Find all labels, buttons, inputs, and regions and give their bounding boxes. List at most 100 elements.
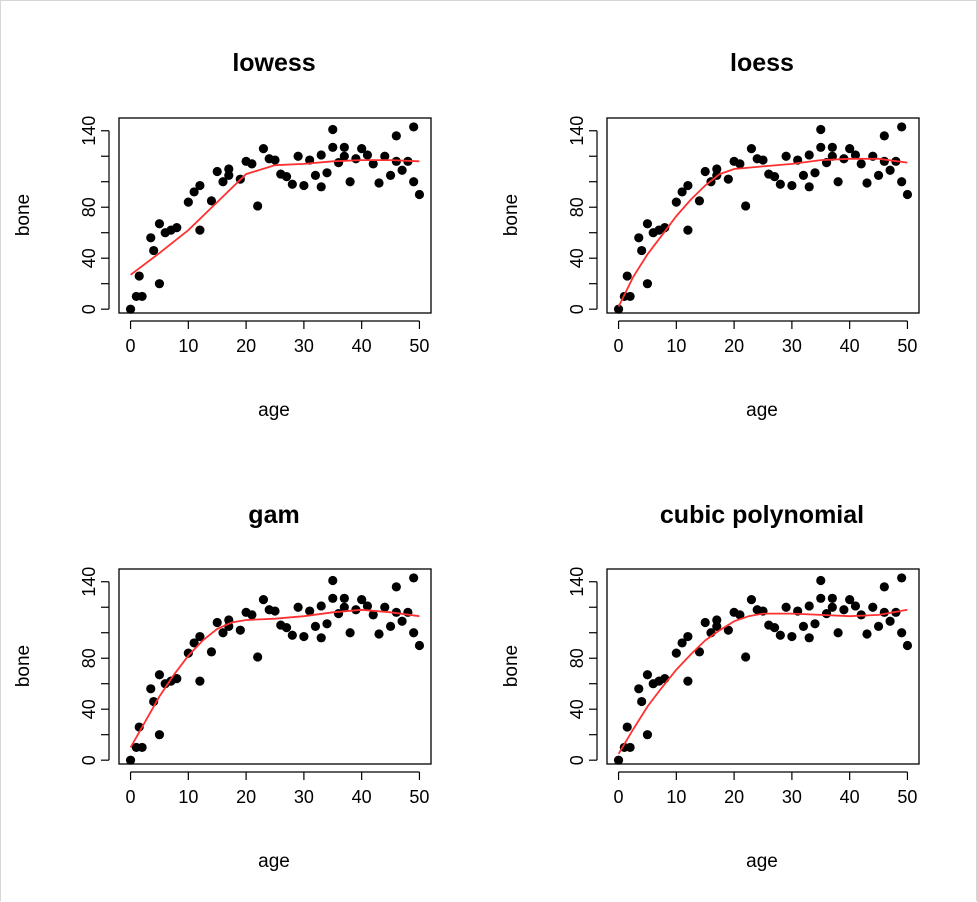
fit-line (617, 157, 908, 307)
data-point (195, 631, 205, 642)
data-point (637, 245, 647, 256)
y-axis-label: bone (501, 194, 522, 236)
data-point (781, 151, 791, 161)
x-tick-label: 10 (666, 787, 686, 807)
data-point (804, 150, 814, 160)
data-point (787, 631, 797, 642)
data-point (804, 601, 814, 611)
data-point (862, 629, 872, 639)
data-point (897, 177, 907, 187)
data-point (224, 164, 234, 174)
data-point (409, 628, 419, 638)
data-point (328, 142, 338, 152)
y-tick-label: 0 (567, 755, 587, 765)
data-point (712, 621, 722, 631)
data-point (134, 271, 144, 281)
data-point (902, 189, 913, 200)
x-tick-label: 20 (236, 336, 256, 356)
data-point (694, 196, 705, 206)
x-tick-label: 40 (840, 787, 860, 807)
data-point (804, 182, 814, 192)
y-tick-label: 80 (567, 197, 587, 217)
data-point (322, 619, 332, 629)
data-point (816, 593, 826, 603)
data-point (391, 131, 401, 141)
data-point (409, 177, 419, 187)
data-point (316, 633, 326, 643)
data-point (741, 201, 751, 211)
data-point (879, 582, 889, 592)
data-point (671, 648, 681, 658)
data-point (374, 629, 384, 639)
data-point (293, 151, 303, 161)
data-point (671, 197, 681, 207)
data-point (642, 279, 653, 289)
data-point (154, 279, 165, 289)
data-point (833, 628, 843, 638)
data-point (781, 602, 791, 612)
data-point (634, 233, 644, 243)
data-point (723, 625, 733, 635)
data-point (827, 593, 837, 603)
y-tick-label: 40 (79, 699, 99, 719)
data-point (622, 271, 632, 281)
fit-line (130, 159, 420, 276)
y-tick-label: 140 (79, 567, 99, 597)
chart-title: lowess (232, 49, 315, 77)
data-point (642, 730, 653, 740)
data-point (879, 131, 889, 141)
x-tick-label: 20 (724, 787, 744, 807)
y-tick-label: 140 (79, 116, 99, 146)
y-tick-label: 140 (567, 567, 587, 597)
y-tick-label: 40 (567, 699, 587, 719)
data-point (258, 143, 269, 154)
data-point (810, 168, 820, 178)
data-point (694, 647, 705, 657)
data-point (897, 122, 907, 132)
y-axis-label: bone (13, 645, 34, 687)
data-point (299, 631, 309, 642)
data-point (362, 601, 373, 611)
data-point (700, 166, 710, 177)
data-point (622, 722, 632, 732)
data-point (637, 696, 647, 707)
data-point (391, 156, 401, 166)
chart-title: gam (248, 501, 299, 529)
data-point (328, 575, 338, 586)
data-point (299, 180, 309, 191)
data-point (850, 150, 861, 160)
data-point (414, 189, 425, 200)
data-point (816, 575, 826, 586)
data-point (397, 165, 407, 175)
data-point (287, 179, 297, 189)
x-tick-label: 0 (614, 336, 624, 356)
data-point (362, 150, 373, 160)
data-point (873, 170, 884, 180)
data-point (357, 594, 367, 605)
x-axis-label: age (258, 400, 290, 421)
data-point (258, 594, 269, 605)
data-point (345, 177, 355, 187)
x-tick-label: 50 (409, 336, 429, 356)
data-point (625, 742, 635, 753)
plot-box (606, 117, 920, 314)
data-point (146, 233, 156, 243)
x-tick-label: 50 (409, 787, 429, 807)
data-point (902, 640, 913, 651)
data-point (683, 180, 693, 191)
data-point (746, 143, 757, 154)
data-point (357, 143, 367, 154)
data-point (339, 151, 349, 161)
x-axis-label: age (258, 851, 290, 872)
x-tick-label: 10 (666, 336, 686, 356)
data-point (868, 602, 878, 612)
data-point (804, 633, 814, 643)
data-point (368, 610, 378, 620)
data-point (816, 124, 826, 135)
x-tick-label: 20 (236, 787, 256, 807)
data-point (146, 684, 156, 694)
x-axis-label: age (746, 400, 778, 421)
plot-box (118, 568, 432, 765)
data-point (218, 628, 228, 638)
x-tick-label: 20 (724, 336, 744, 356)
